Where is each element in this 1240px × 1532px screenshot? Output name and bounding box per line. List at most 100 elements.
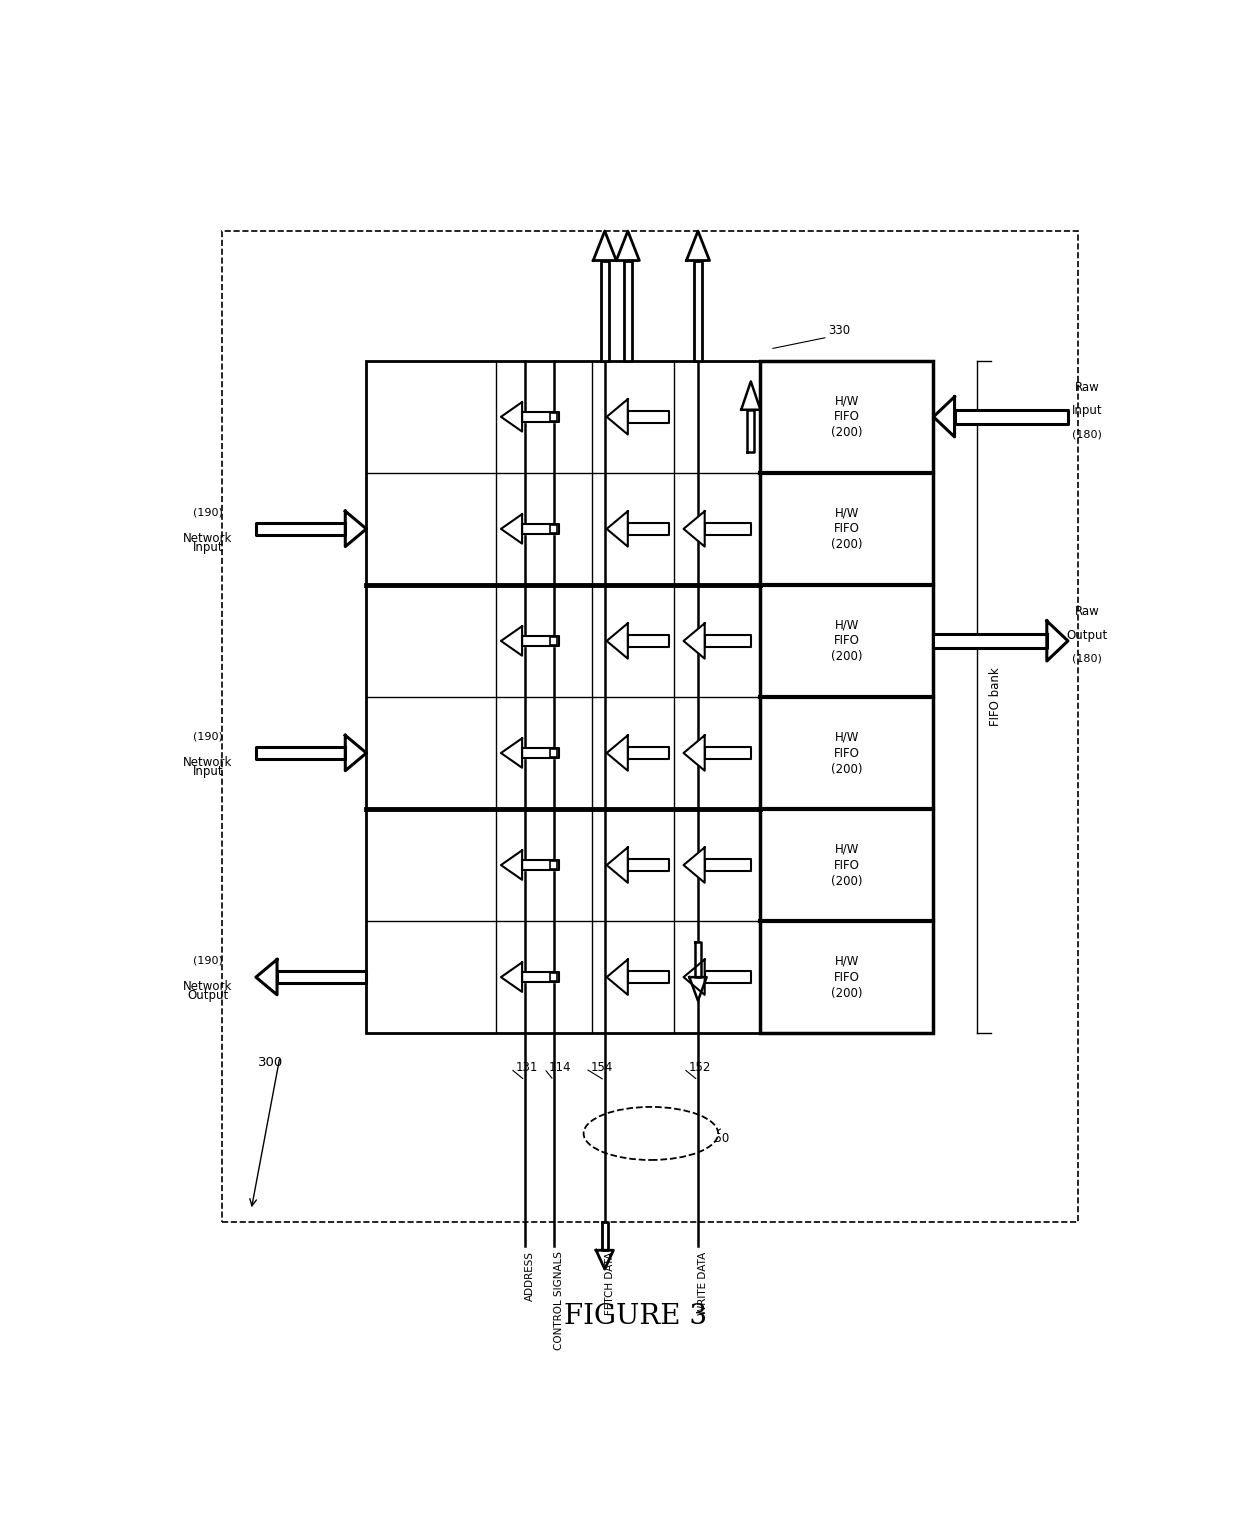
Polygon shape xyxy=(687,231,709,260)
Text: (180): (180) xyxy=(1073,429,1102,440)
Polygon shape xyxy=(522,412,558,421)
Polygon shape xyxy=(624,260,632,362)
Text: H/W
FIFO
(200): H/W FIFO (200) xyxy=(831,731,863,775)
Text: 330: 330 xyxy=(828,325,849,337)
Polygon shape xyxy=(627,411,670,423)
Polygon shape xyxy=(694,260,702,362)
Polygon shape xyxy=(627,859,670,872)
Polygon shape xyxy=(1047,620,1068,660)
Polygon shape xyxy=(934,397,955,437)
Bar xyxy=(551,637,557,645)
Polygon shape xyxy=(955,409,1068,424)
Text: (190): (190) xyxy=(193,507,223,518)
Text: H/W
FIFO
(200): H/W FIFO (200) xyxy=(831,954,863,1000)
Polygon shape xyxy=(596,1250,614,1268)
Bar xyxy=(551,412,557,421)
Polygon shape xyxy=(606,959,627,994)
Polygon shape xyxy=(277,971,367,984)
Polygon shape xyxy=(627,522,670,535)
Text: H/W
FIFO
(200): H/W FIFO (200) xyxy=(831,619,863,663)
Text: FIFO bank: FIFO bank xyxy=(990,668,1002,726)
Text: Input: Input xyxy=(192,764,223,778)
Text: 114: 114 xyxy=(549,1062,572,1074)
Polygon shape xyxy=(255,746,345,760)
Bar xyxy=(551,749,557,757)
Polygon shape xyxy=(601,1223,608,1250)
Bar xyxy=(551,861,557,869)
Bar xyxy=(760,362,934,1033)
Polygon shape xyxy=(345,735,367,771)
Text: (190): (190) xyxy=(193,956,223,965)
Text: Network: Network xyxy=(184,741,233,769)
Polygon shape xyxy=(748,409,754,452)
Polygon shape xyxy=(593,231,616,260)
Text: (190): (190) xyxy=(193,731,223,741)
Polygon shape xyxy=(683,847,704,882)
Polygon shape xyxy=(704,859,751,872)
Polygon shape xyxy=(934,634,1047,648)
Polygon shape xyxy=(501,738,522,768)
Polygon shape xyxy=(606,624,627,659)
Text: Raw: Raw xyxy=(1075,605,1100,617)
Polygon shape xyxy=(694,942,701,977)
Polygon shape xyxy=(345,512,367,547)
Polygon shape xyxy=(627,634,670,647)
Polygon shape xyxy=(689,977,707,1000)
Text: Network: Network xyxy=(184,518,233,545)
Bar xyxy=(222,231,1078,1223)
Ellipse shape xyxy=(584,1108,718,1160)
Polygon shape xyxy=(704,634,751,647)
Text: Input: Input xyxy=(192,541,223,553)
Polygon shape xyxy=(522,859,558,870)
Polygon shape xyxy=(600,260,609,362)
Text: H/W
FIFO
(200): H/W FIFO (200) xyxy=(831,843,863,887)
Polygon shape xyxy=(501,627,522,656)
Text: 152: 152 xyxy=(688,1062,711,1074)
Text: 300: 300 xyxy=(258,1056,283,1069)
Text: 131: 131 xyxy=(516,1062,538,1074)
Polygon shape xyxy=(704,522,751,535)
Polygon shape xyxy=(501,962,522,991)
Polygon shape xyxy=(255,959,277,994)
Bar xyxy=(367,362,760,1033)
Text: WRITE DATA: WRITE DATA xyxy=(698,1252,708,1314)
Text: 150: 150 xyxy=(708,1132,730,1146)
Polygon shape xyxy=(683,624,704,659)
Bar xyxy=(551,525,557,533)
Polygon shape xyxy=(704,971,751,984)
Text: 154: 154 xyxy=(590,1062,613,1074)
Polygon shape xyxy=(606,847,627,882)
Polygon shape xyxy=(683,959,704,994)
Polygon shape xyxy=(616,231,640,260)
Polygon shape xyxy=(606,735,627,771)
Polygon shape xyxy=(522,636,558,647)
Text: H/W
FIFO
(200): H/W FIFO (200) xyxy=(831,394,863,440)
Text: H/W
FIFO
(200): H/W FIFO (200) xyxy=(831,507,863,552)
Polygon shape xyxy=(627,746,670,760)
Polygon shape xyxy=(501,515,522,544)
Text: Output: Output xyxy=(187,990,228,1002)
Text: Output: Output xyxy=(1066,628,1107,642)
Polygon shape xyxy=(606,400,627,435)
Polygon shape xyxy=(501,401,522,432)
Text: (180): (180) xyxy=(1073,654,1102,663)
Polygon shape xyxy=(683,512,704,547)
Text: Network: Network xyxy=(184,965,233,993)
Text: FIGURE 3: FIGURE 3 xyxy=(564,1302,707,1330)
Polygon shape xyxy=(501,850,522,879)
Text: ADDRESS: ADDRESS xyxy=(525,1252,534,1301)
Polygon shape xyxy=(683,735,704,771)
Bar xyxy=(551,973,557,982)
Text: CONTROL SIGNALS: CONTROL SIGNALS xyxy=(554,1252,564,1350)
Polygon shape xyxy=(704,746,751,760)
Text: Raw: Raw xyxy=(1075,381,1100,394)
Polygon shape xyxy=(627,971,670,984)
Text: Input: Input xyxy=(1071,404,1102,417)
Polygon shape xyxy=(522,748,558,758)
Polygon shape xyxy=(522,971,558,982)
Polygon shape xyxy=(255,522,345,535)
Polygon shape xyxy=(606,512,627,547)
Text: FETCH DATA: FETCH DATA xyxy=(605,1252,615,1314)
Polygon shape xyxy=(742,381,760,409)
Polygon shape xyxy=(522,524,558,535)
